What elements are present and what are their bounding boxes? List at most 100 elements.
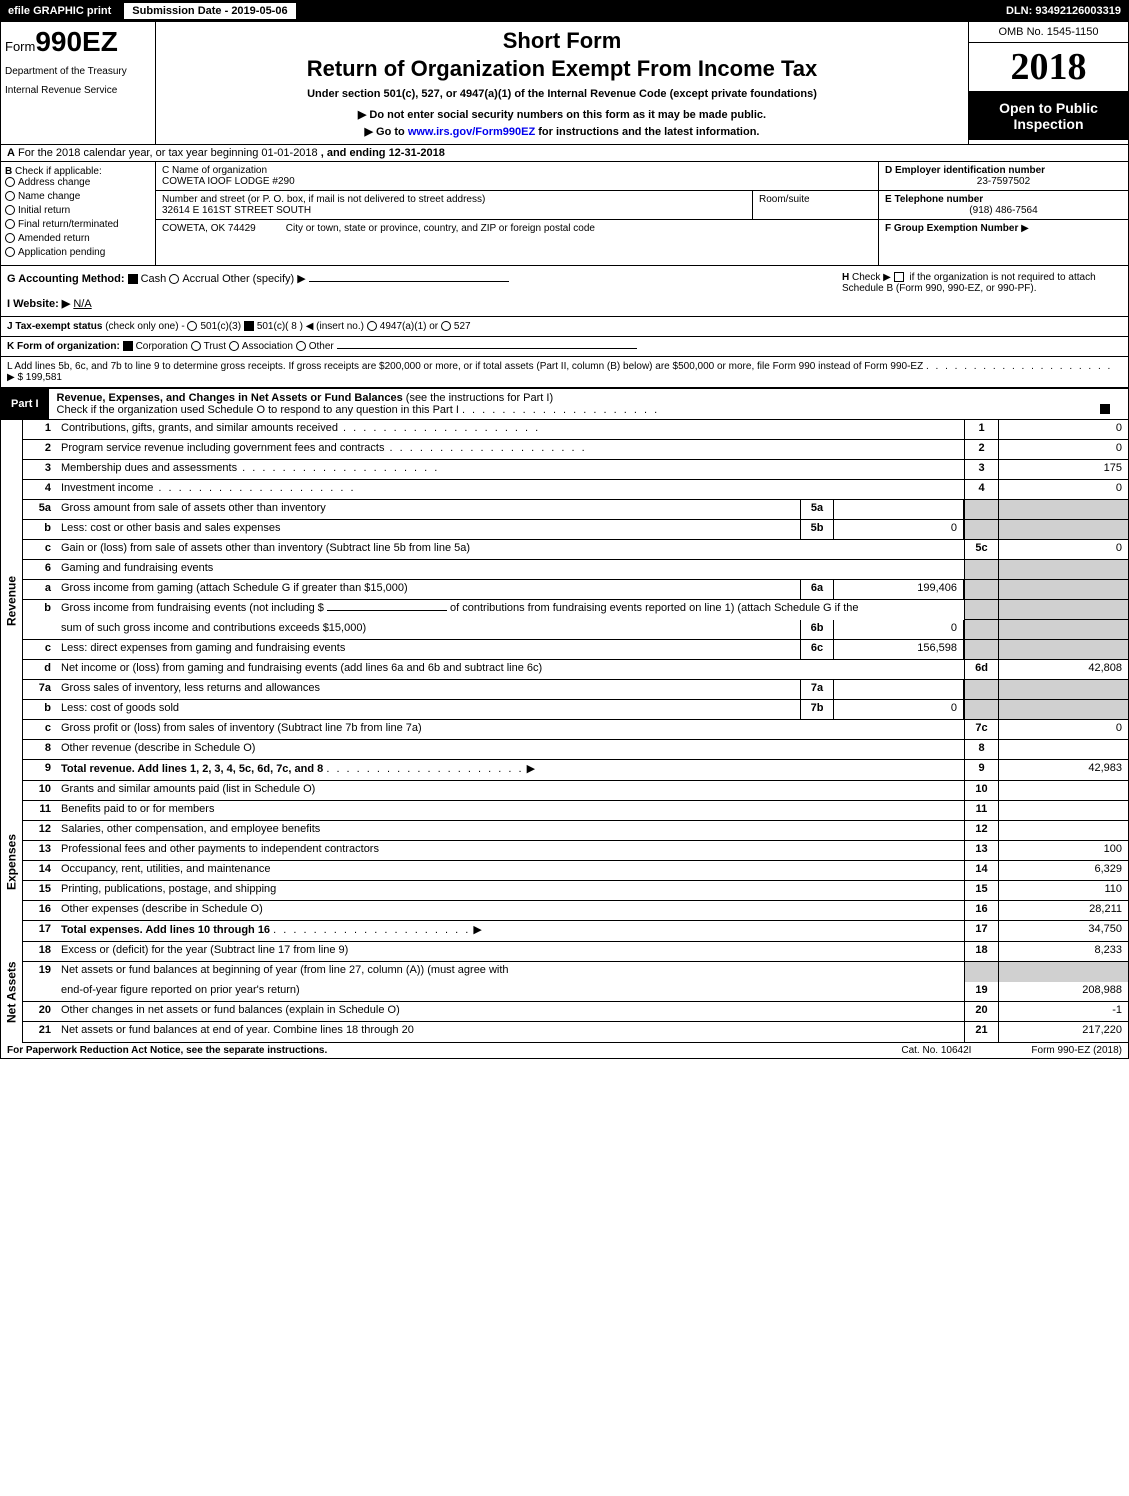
line-4: 4Investment income40 — [23, 480, 1128, 500]
chk-association[interactable] — [229, 341, 239, 351]
k-label: K Form of organization: — [7, 341, 120, 352]
ssn-note: ▶ Do not enter social security numbers o… — [166, 108, 958, 121]
chk-accrual[interactable] — [169, 274, 179, 284]
a-prefix: A — [7, 147, 15, 159]
line-16: 16Other expenses (describe in Schedule O… — [23, 901, 1128, 921]
part1-paren: (see the instructions for Part I) — [406, 392, 553, 404]
line-13: 13Professional fees and other payments t… — [23, 841, 1128, 861]
street-value: 32614 E 161ST STREET SOUTH — [162, 205, 746, 216]
chk-501c[interactable] — [244, 321, 254, 331]
chk-schedule-b[interactable] — [894, 272, 904, 282]
k-other: Other — [309, 341, 334, 352]
part1-header: Part I Revenue, Expenses, and Changes in… — [0, 388, 1129, 420]
chk-4947[interactable] — [367, 321, 377, 331]
website-value: N/A — [73, 298, 91, 310]
i-label: I Website: ▶ — [7, 298, 70, 310]
other-specify: Other (specify) ▶ — [222, 273, 306, 285]
expenses-section: Expenses 10Grants and similar amounts pa… — [0, 781, 1129, 942]
line-18: 18Excess or (deficit) for the year (Subt… — [23, 942, 1128, 962]
line-17: 17Total expenses. Add lines 10 through 1… — [23, 921, 1128, 941]
org-name: COWETA IOOF LODGE #290 — [162, 176, 295, 187]
accrual-label: Accrual — [182, 273, 219, 285]
header-center: Short Form Return of Organization Exempt… — [156, 22, 968, 144]
expenses-grid: 10Grants and similar amounts paid (list … — [22, 781, 1129, 942]
chk-other[interactable] — [296, 341, 306, 351]
j-opt1: 501(c)(3) — [200, 321, 241, 332]
col-b: B Check if applicable: Address change Na… — [1, 162, 156, 265]
line-14: 14Occupancy, rent, utilities, and mainte… — [23, 861, 1128, 881]
l-dots — [926, 361, 1112, 372]
l-text: L Add lines 5b, 6c, and 7b to line 9 to … — [7, 361, 923, 372]
chk-application-pending[interactable]: Application pending — [5, 247, 151, 258]
h-check: Check ▶ — [852, 272, 891, 283]
room-suite: Room/suite — [752, 191, 872, 219]
line-6a: aGross income from gaming (attach Schedu… — [23, 580, 1128, 600]
line-10: 10Grants and similar amounts paid (list … — [23, 781, 1128, 801]
chk-final-return[interactable]: Final return/terminated — [5, 219, 151, 230]
city-label: City or town, state or province, country… — [286, 223, 595, 234]
part1-dots — [462, 404, 659, 416]
chk-cash[interactable] — [128, 274, 138, 284]
col-d: D Employer identification number 23-7597… — [878, 162, 1128, 265]
part1-check: Check if the organization used Schedule … — [57, 404, 459, 416]
ein-row: D Employer identification number 23-7597… — [879, 162, 1128, 191]
line-6d: dNet income or (loss) from gaming and fu… — [23, 660, 1128, 680]
k-other-blank[interactable] — [337, 348, 637, 349]
city-row: COWETA, OK 74429 City or town, state or … — [156, 220, 878, 237]
j-opt2: 501(c)( 8 ) ◀ (insert no.) — [257, 321, 364, 332]
ein-value: 23-7597502 — [885, 176, 1122, 187]
header-left: Form990EZ Department of the Treasury Int… — [1, 22, 156, 144]
line-6c: cLess: direct expenses from gaming and f… — [23, 640, 1128, 660]
j-label: J Tax-exempt status — [7, 321, 102, 332]
chk-501c3[interactable] — [187, 321, 197, 331]
line-8: 8Other revenue (describe in Schedule O)8 — [23, 740, 1128, 760]
goto-prefix: ▶ Go to — [365, 126, 408, 138]
l-amount: ▶ $ 199,581 — [7, 372, 62, 383]
line-5a: 5aGross amount from sale of assets other… — [23, 500, 1128, 520]
netassets-sidebar: Net Assets — [0, 942, 22, 1043]
line-g-left: G Accounting Method: Cash Accrual Other … — [7, 272, 842, 310]
irs-link[interactable]: www.irs.gov/Form990EZ — [408, 126, 535, 138]
line-21: 21Net assets or fund balances at end of … — [23, 1022, 1128, 1042]
org-name-row: C Name of organization COWETA IOOF LODGE… — [156, 162, 878, 191]
efile-label: efile GRAPHIC print — [0, 1, 119, 21]
chk-amended[interactable]: Amended return — [5, 233, 151, 244]
k-trust: Trust — [204, 341, 226, 352]
main-title: Return of Organization Exempt From Incom… — [166, 56, 958, 82]
line-9: 9Total revenue. Add lines 1, 2, 3, 4, 5c… — [23, 760, 1128, 780]
city-value: COWETA, OK 74429 — [162, 223, 256, 234]
line-5b: bLess: cost or other basis and sales exp… — [23, 520, 1128, 540]
accounting-method: G Accounting Method: Cash Accrual Other … — [7, 272, 842, 285]
col-c: C Name of organization COWETA IOOF LODGE… — [156, 162, 878, 265]
part1-title-wrap: Revenue, Expenses, and Changes in Net As… — [49, 389, 1128, 419]
chk-name-change[interactable]: Name change — [5, 191, 151, 202]
line-12: 12Salaries, other compensation, and empl… — [23, 821, 1128, 841]
website-line: I Website: ▶ N/A — [7, 297, 842, 310]
b-letter: B — [5, 166, 12, 177]
chk-trust[interactable] — [191, 341, 201, 351]
b-check-label: Check if applicable: — [15, 166, 102, 177]
line-7a: 7aGross sales of inventory, less returns… — [23, 680, 1128, 700]
h-label: H — [842, 272, 849, 283]
chk-initial-return[interactable]: Initial return — [5, 205, 151, 216]
subtitle: Under section 501(c), 527, or 4947(a)(1)… — [166, 88, 958, 100]
form-990ez: 990EZ — [35, 26, 118, 57]
submission-date: Submission Date - 2019-05-06 — [123, 2, 296, 20]
cat-no: Cat. No. 10642I — [901, 1045, 971, 1056]
line-l: L Add lines 5b, 6c, and 7b to line 9 to … — [0, 357, 1129, 388]
expenses-sidebar: Expenses — [0, 781, 22, 942]
j-opt4: 527 — [454, 321, 471, 332]
chk-schedule-o[interactable] — [1100, 404, 1110, 414]
chk-address-change[interactable]: Address change — [5, 177, 151, 188]
g-label: G Accounting Method: — [7, 273, 125, 285]
line-20: 20Other changes in net assets or fund ba… — [23, 1002, 1128, 1022]
other-blank[interactable] — [309, 281, 509, 282]
line-h: H Check ▶ if the organization is not req… — [842, 272, 1122, 310]
chk-corporation[interactable] — [123, 341, 133, 351]
group-label: F Group Exemption Number — [885, 223, 1018, 234]
short-form: Short Form — [166, 28, 958, 54]
form-header: Form990EZ Department of the Treasury Int… — [0, 22, 1129, 145]
netassets-grid: 18Excess or (deficit) for the year (Subt… — [22, 942, 1129, 1043]
cash-label: Cash — [141, 273, 167, 285]
chk-527[interactable] — [441, 321, 451, 331]
